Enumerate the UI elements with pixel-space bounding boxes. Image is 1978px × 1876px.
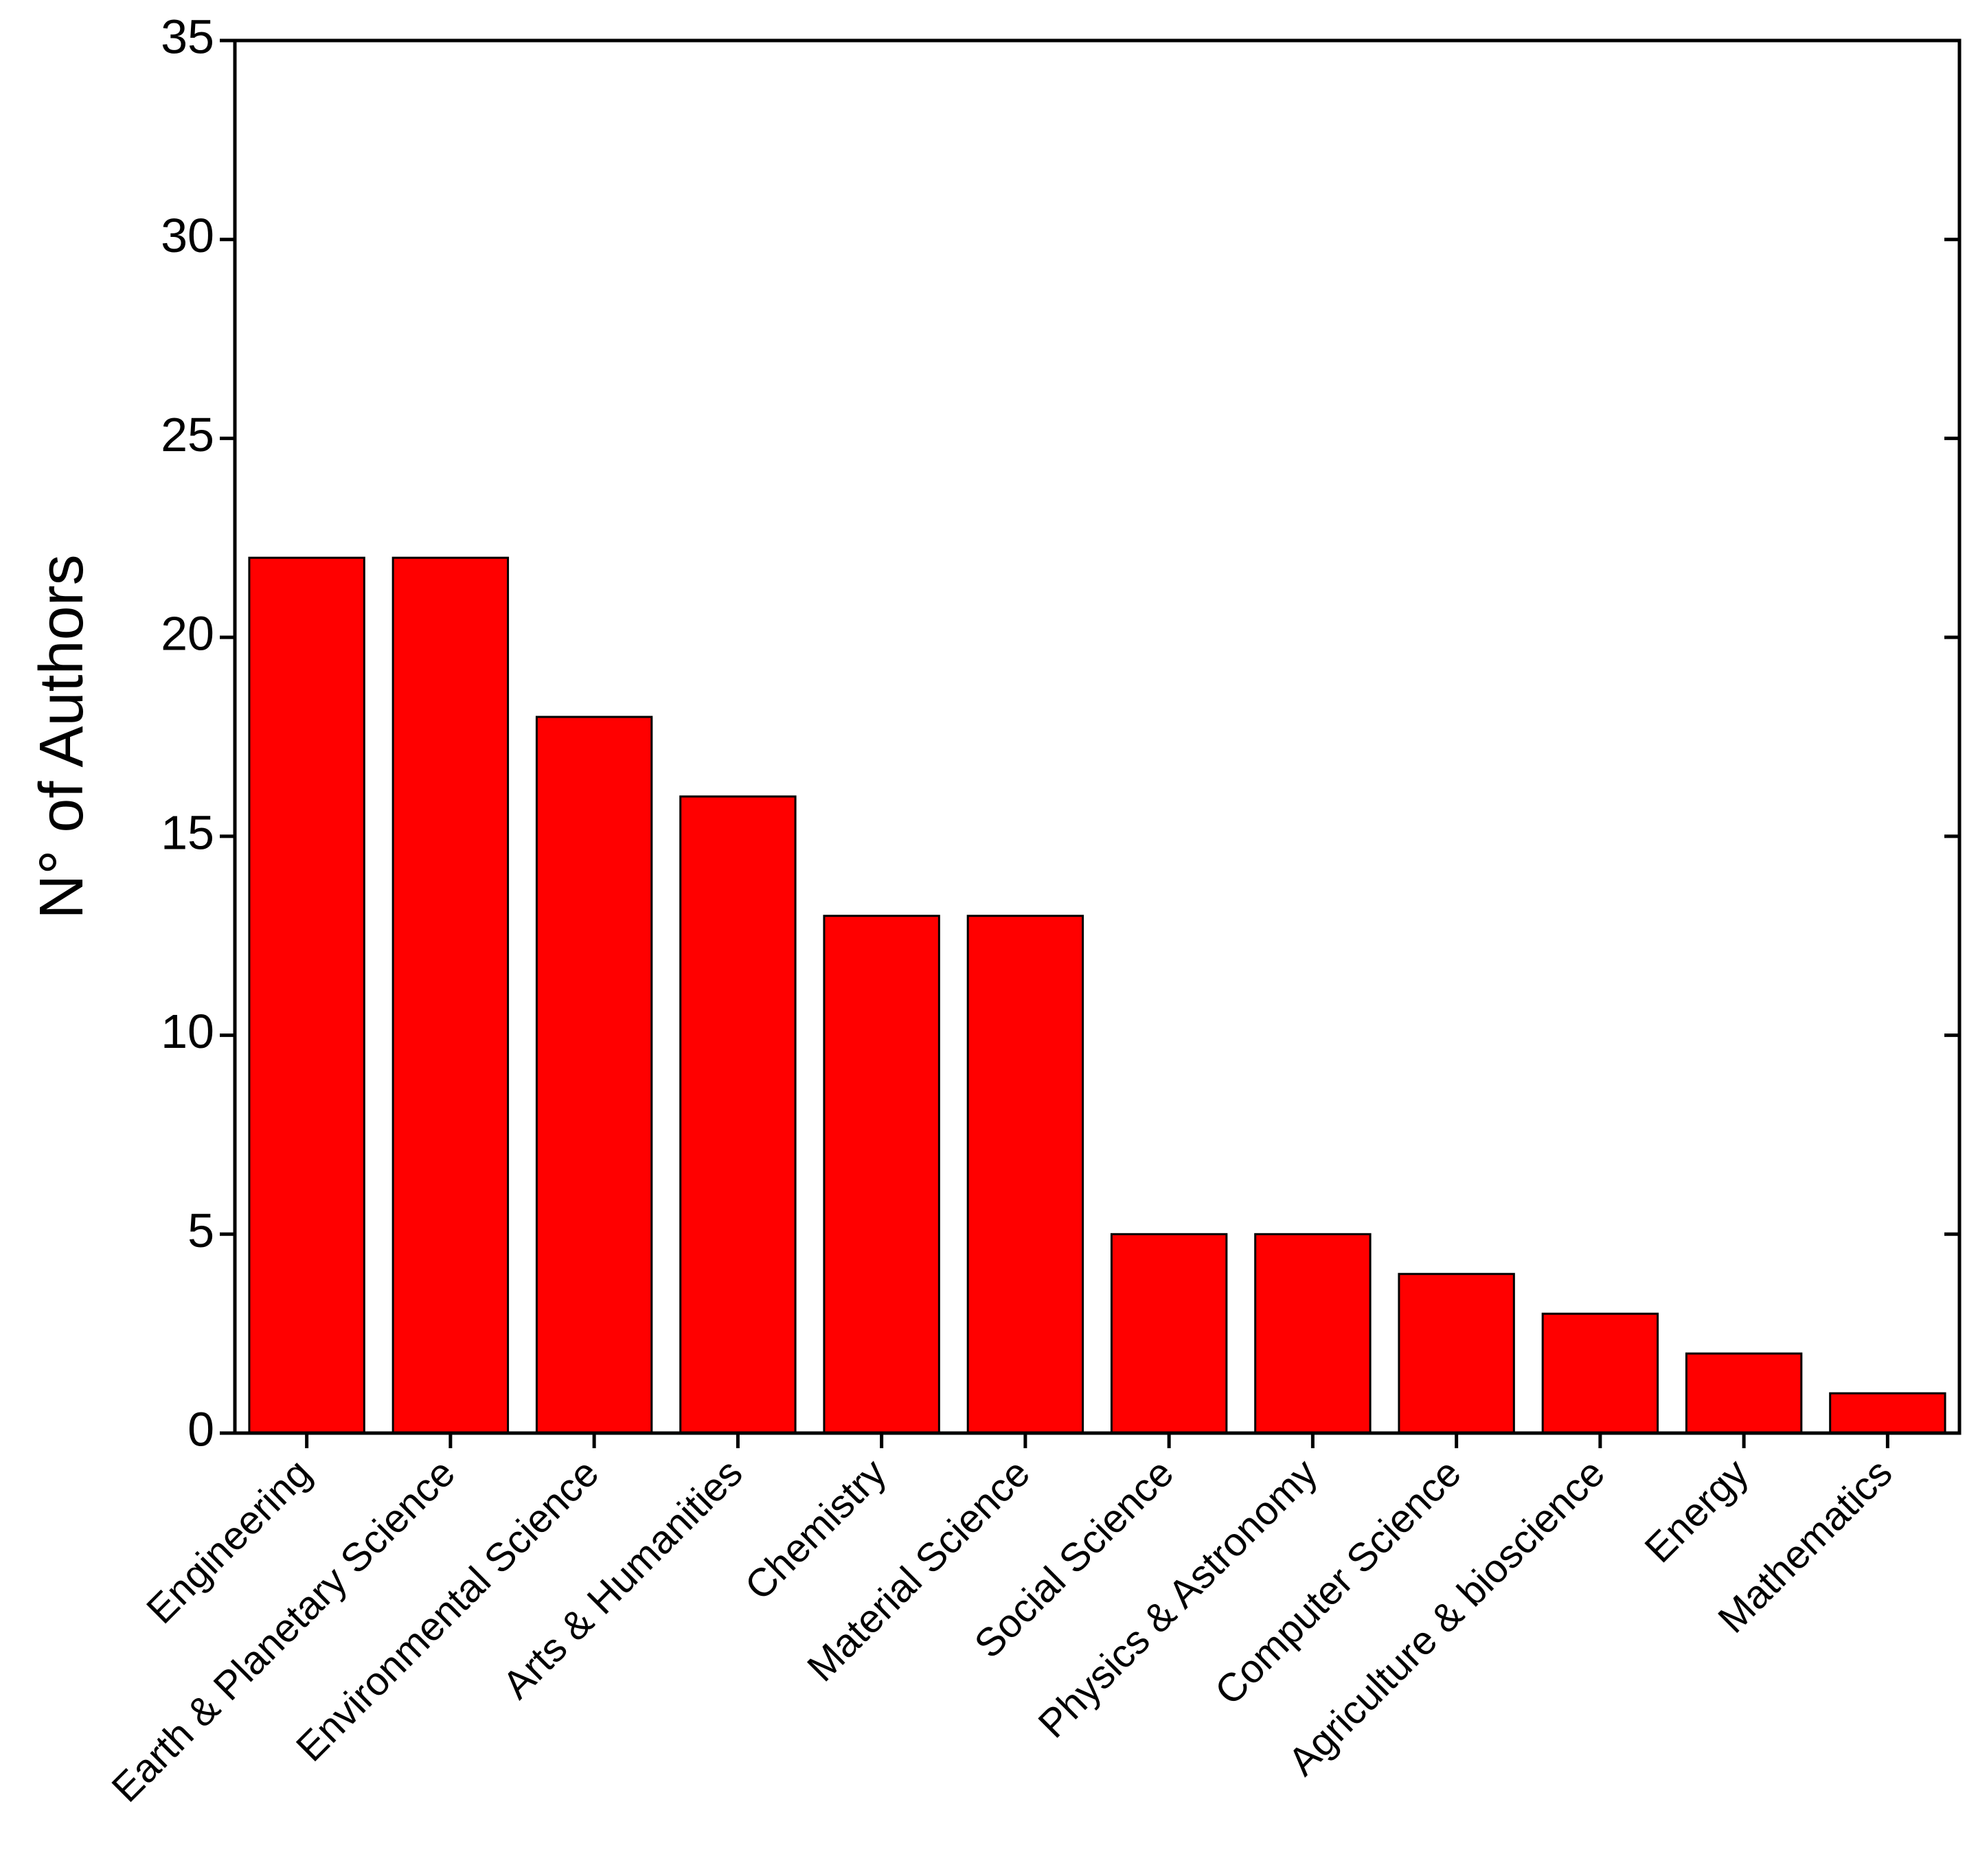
bar: [1110, 1233, 1228, 1434]
x-tick-label: Physics & Astronomy: [1030, 1450, 1326, 1746]
plot-frame: [233, 38, 1962, 1435]
bar: [823, 915, 940, 1434]
bar: [248, 556, 365, 1434]
bar: [1685, 1352, 1803, 1434]
x-tick-label: Arts & Humanities: [494, 1450, 751, 1707]
y-tick-label: 0: [187, 1402, 214, 1456]
bar: [535, 716, 653, 1434]
x-tick-label: Chemistry: [736, 1450, 895, 1609]
bar: [1541, 1312, 1659, 1434]
y-tick-label: 20: [161, 607, 214, 661]
bar: [1829, 1392, 1946, 1434]
bar: [1254, 1233, 1372, 1434]
bar: [679, 795, 797, 1434]
y-tick-label: 10: [161, 1005, 214, 1058]
y-tick-label: 30: [161, 209, 214, 262]
y-axis-label: N° of Authors: [27, 554, 96, 919]
y-tick-label: 25: [161, 408, 214, 461]
bar: [1398, 1272, 1515, 1434]
bar: [391, 556, 510, 1434]
y-tick-label: 15: [161, 805, 214, 859]
x-tick-label: Computer Science: [1206, 1450, 1469, 1713]
bar: [966, 915, 1084, 1434]
x-tick-label: Energy: [1636, 1450, 1757, 1571]
y-tick-label: 5: [187, 1204, 214, 1257]
y-tick-label: 35: [161, 10, 214, 63]
